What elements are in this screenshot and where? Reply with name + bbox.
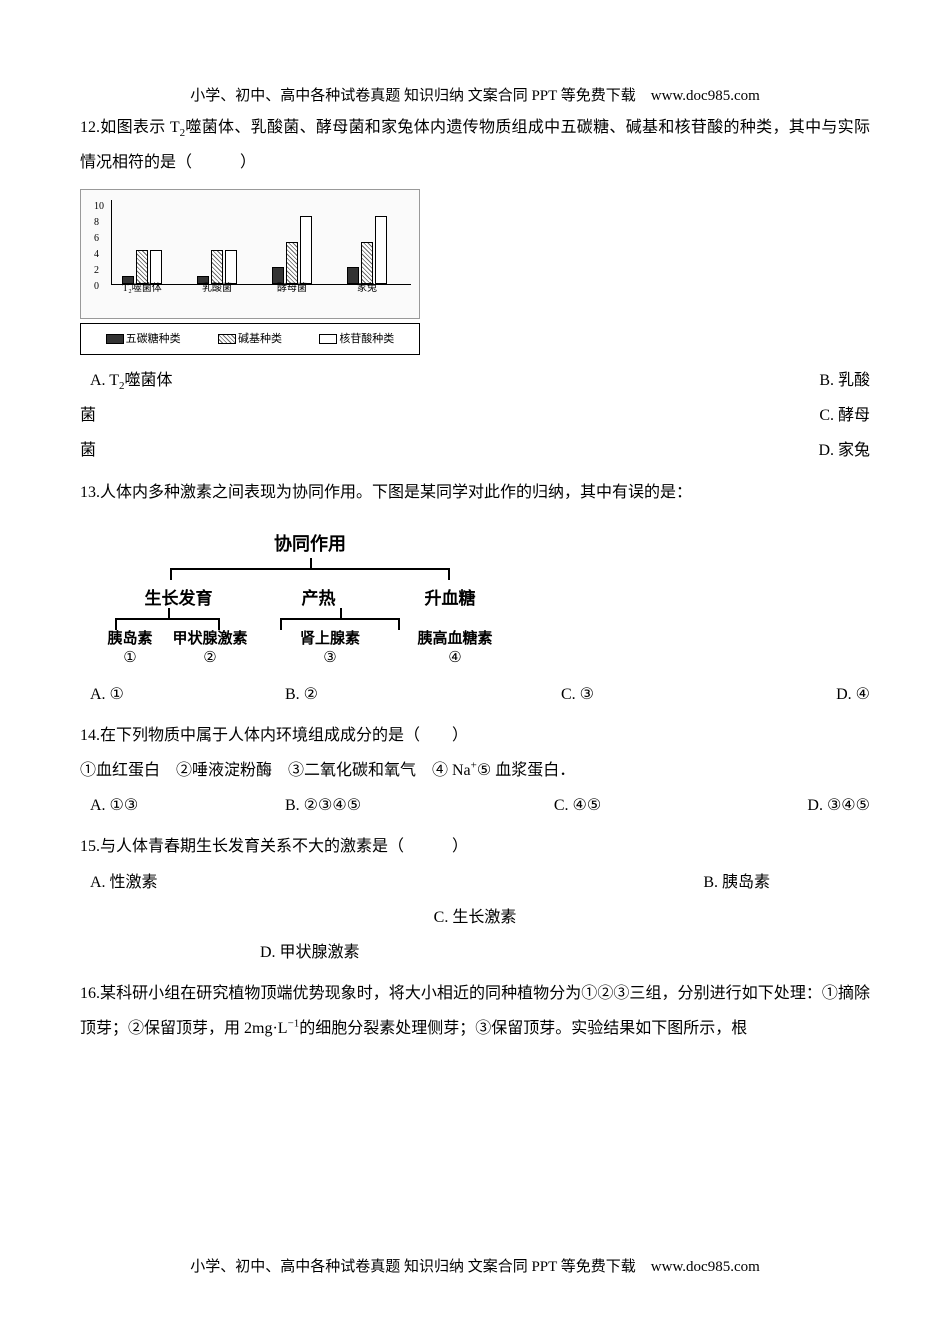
question-15: 15.与人体青春期生长发育关系不大的激素是（ ） A. 性激素 B. 胰岛素 C… [80, 829, 870, 970]
q12-opt-b2: 菌 [80, 398, 96, 433]
content-area: 12.如图表示 T2噬菌体、乳酸菌、酵母菌和家兔体内遗传物质组成中五碳糖、碱基和… [80, 110, 870, 1047]
q13-opt-a: A. ① [90, 677, 285, 712]
x-label: T₂噬菌体 [107, 278, 177, 300]
q14-opt-b: B. ②③④⑤ [285, 788, 480, 823]
leaf-num: ③ [280, 649, 380, 669]
x-label: 家兔 [332, 278, 402, 300]
q12-opt-d: D. 家兔 [818, 433, 870, 468]
tree-connector [115, 618, 220, 630]
tree-leaf: 甲状腺激素 ② [160, 630, 260, 669]
q16-text-b: 的细胞分裂素处理侧芽；③保留顶芽。实验结果如下图所示，根 [299, 1020, 747, 1037]
tree-connector [170, 568, 450, 580]
question-16: 16.某科研小组在研究植物顶端优势现象时，将大小相近的同种植物分为①②③三组，分… [80, 976, 870, 1046]
chart-legend: 五碳糖种类 碱基种类 核苷酸种类 [80, 323, 420, 355]
bar [300, 216, 312, 284]
legend-item: 核苷酸种类 [319, 327, 394, 351]
chart-axes: 10 8 6 4 2 0 T₂噬菌体 [111, 200, 411, 285]
question-12: 12.如图表示 T2噬菌体、乳酸菌、酵母菌和家兔体内遗传物质组成中五碳糖、碱基和… [80, 110, 870, 469]
legend-label: 碱基种类 [238, 333, 282, 345]
tree-leaves-row: 胰岛素 ① 甲状腺激素 ② 肾上腺素 ③ 胰高血糖素 ④ [100, 630, 520, 669]
tree-leaf: 胰高血糖素 ④ [400, 630, 510, 669]
q15-opt-d: D. 甲状腺激素 [80, 935, 870, 970]
ytick: 0 [94, 276, 99, 298]
q15-opt-c: C. 生长激素 [80, 900, 870, 935]
q14-items: ①血红蛋白 ②唾液淀粉酶 ③二氧化碳和氧气 ④ Na+⑤ 血浆蛋白． [80, 753, 870, 788]
q15-opt-b: B. 胰岛素 [703, 865, 770, 900]
q13-text: 13.人体内多种激素之间表现为协同作用。下图是某同学对此作的归纳，其中有误的是： [80, 475, 870, 510]
legend-label: 核苷酸种类 [339, 333, 394, 345]
q16-sup: −1 [288, 1018, 300, 1030]
q12-opt-c2: 菌 [80, 433, 96, 468]
bar [375, 216, 387, 284]
legend-swatch [319, 334, 337, 344]
legend-item: 碱基种类 [218, 327, 282, 351]
q14-opt-c: C. ④⑤ [480, 788, 675, 823]
page-header: 小学、初中、高中各种试卷真题 知识归纳 文案合同 PPT 等免费下载 www.d… [0, 80, 950, 113]
q12-opt-b: B. 乳酸 [819, 363, 870, 398]
tree-mid-row: 生长发育 产热 升血糖 [100, 580, 520, 617]
leaf-label: 甲状腺激素 [160, 630, 260, 650]
q12-text: 12.如图表示 T2噬菌体、乳酸菌、酵母菌和家兔体内遗传物质组成中五碳糖、碱基和… [80, 110, 870, 181]
tree-connectors-2 [100, 618, 520, 630]
q14-opt-a: A. ①③ [90, 788, 285, 823]
x-label: 乳酸菌 [182, 278, 252, 300]
q15-opt-a: A. 性激素 [90, 865, 158, 900]
q12-options: A. T2噬菌体 B. 乳酸 菌 C. 酵母 菌 D. 家兔 [80, 363, 870, 469]
q12-chart: 10 8 6 4 2 0 T₂噬菌体 [80, 189, 870, 355]
bar-group: 乳酸菌 [197, 250, 257, 284]
legend-item: 五碳糖种类 [106, 327, 181, 351]
tree-mid-node: 升血糖 [425, 580, 476, 617]
q16-text: 16.某科研小组在研究植物顶端优势现象时，将大小相近的同种植物分为①②③三组，分… [80, 976, 870, 1046]
question-14: 14.在下列物质中属于人体内环境组成成分的是（ ） ①血红蛋白 ②唾液淀粉酶 ③… [80, 718, 870, 824]
q14-opt-d: D. ③④⑤ [675, 788, 870, 823]
q13-options: A. ① B. ② C. ③ D. ④ [80, 677, 870, 712]
tree-leaf: 肾上腺素 ③ [280, 630, 380, 669]
tree-connector [280, 618, 400, 630]
q14-options: A. ①③ B. ②③④⑤ C. ④⑤ D. ③④⑤ [80, 788, 870, 823]
tree-mid-node: 产热 [302, 580, 336, 617]
leaf-label: 肾上腺素 [280, 630, 380, 650]
q15-text: 15.与人体青春期生长发育关系不大的激素是（ ） [80, 829, 870, 864]
q13-opt-d: D. ④ [675, 677, 870, 712]
bar-group: 家兔 [347, 216, 407, 284]
q12-text-a: 12.如图表示 T [80, 119, 180, 136]
question-13: 13.人体内多种激素之间表现为协同作用。下图是某同学对此作的归纳，其中有误的是：… [80, 475, 870, 712]
q13-tree: 协同作用 生长发育 产热 升血糖 胰岛素 ① 甲状腺激素 ② [100, 525, 520, 669]
bar-chart-box: 10 8 6 4 2 0 T₂噬菌体 [80, 189, 420, 319]
legend-swatch [106, 334, 124, 344]
leaf-num: ② [160, 649, 260, 669]
tree-leaf: 胰岛素 ① [100, 630, 160, 669]
leaf-label: 胰岛素 [100, 630, 160, 650]
q12-opt-c: C. 酵母 [819, 398, 870, 433]
bar-group: T₂噬菌体 [122, 250, 182, 284]
page-footer: 小学、初中、高中各种试卷真题 知识归纳 文案合同 PPT 等免费下载 www.d… [0, 1251, 950, 1284]
legend-swatch [218, 334, 236, 344]
q12-text-b: 噬菌体、乳酸菌、酵母菌和家兔体内遗传物质组成中五碳糖、碱基和核苷酸的种类，其中与… [80, 119, 870, 171]
leaf-num: ④ [400, 649, 510, 669]
q15-options: A. 性激素 B. 胰岛素 C. 生长激素 D. 甲状腺激素 [80, 865, 870, 971]
q13-opt-c: C. ③ [480, 677, 675, 712]
x-label: 酵母菌 [257, 278, 327, 300]
tree-mid-node: 生长发育 [145, 580, 213, 617]
q12-opt-a: A. T2噬菌体 [90, 363, 173, 398]
leaf-label: 胰高血糖素 [400, 630, 510, 650]
q14-items-b: ⑤ 血浆蛋白． [477, 762, 575, 779]
leaf-num: ① [100, 649, 160, 669]
q13-opt-b: B. ② [285, 677, 480, 712]
legend-label: 五碳糖种类 [126, 333, 181, 345]
bar-group: 酵母菌 [272, 216, 332, 284]
q14-items-a: ①血红蛋白 ②唾液淀粉酶 ③二氧化碳和氧气 ④ Na [80, 762, 471, 779]
q14-text: 14.在下列物质中属于人体内环境组成成分的是（ ） [80, 718, 870, 753]
